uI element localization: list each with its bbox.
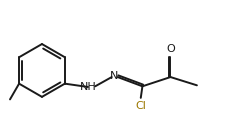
Text: NH: NH (80, 82, 96, 92)
Text: O: O (166, 44, 175, 54)
Text: Cl: Cl (135, 101, 146, 111)
Text: N: N (110, 71, 119, 81)
